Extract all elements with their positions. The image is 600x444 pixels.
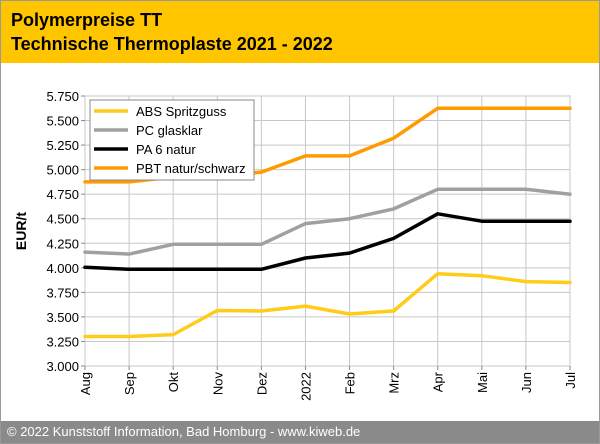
x-tick-label: Apr xyxy=(431,371,446,392)
copyright-text: © 2022 Kunststoff Information, Bad Hombu… xyxy=(7,424,361,439)
series-line xyxy=(83,187,572,256)
x-tick-label: Jul xyxy=(563,372,578,389)
x-tick-label: Okt xyxy=(166,372,181,393)
gridlines xyxy=(84,95,571,367)
legend-label: ABS Spritzguss xyxy=(136,104,227,119)
x-tick-label: Dez xyxy=(254,372,269,395)
x-tick-label: Nov xyxy=(210,372,225,396)
y-tick-label: 5.500 xyxy=(46,114,79,129)
legend-label: PC glasklar xyxy=(136,123,203,138)
header-bar: Polymerpreise TT Technische Thermoplaste… xyxy=(1,1,599,63)
footer-bar: © 2022 Kunststoff Information, Bad Hombu… xyxy=(1,421,599,443)
y-tick-label: 4.250 xyxy=(46,236,79,251)
y-tick-label: 3.500 xyxy=(46,310,79,325)
y-tick-label: 5.000 xyxy=(46,163,79,178)
legend: ABS Spritzguss PC glasklar PA 6 natur PBT n… xyxy=(89,99,255,181)
legend-label: PBT natur/schwarz xyxy=(136,161,246,176)
x-tick-label: Mai xyxy=(475,372,490,393)
y-tick-label: 3.000 xyxy=(46,359,79,374)
y-tick-label: 5.750 xyxy=(46,89,79,104)
legend-label: PA 6 natur xyxy=(136,142,196,157)
y-tick-label: 4.000 xyxy=(46,261,79,276)
y-tick-label: 5.250 xyxy=(46,138,79,153)
chart-title: Polymerpreise TT xyxy=(11,10,163,30)
y-tick-label: 4.750 xyxy=(46,187,79,202)
x-tick-label: Jun xyxy=(519,372,534,393)
x-tick-label: Aug xyxy=(78,372,93,395)
y-tick-label: 3.250 xyxy=(46,334,79,349)
x-tick-label: Sep xyxy=(122,372,137,395)
x-tick-label: Mrz xyxy=(387,372,402,394)
x-tick-label: Feb xyxy=(343,372,358,394)
series-line xyxy=(83,271,572,339)
series-line xyxy=(83,212,572,272)
axes: 3.000 3.250 3.500 3.750 4.000 4.250 4.500 4.750… xyxy=(46,89,578,401)
y-tick-label: 3.750 xyxy=(46,285,79,300)
chart-subtitle: Technische Thermoplaste 2021 - 2022 xyxy=(11,34,333,54)
y-tick-label: 4.500 xyxy=(46,212,79,227)
y-axis-label: EUR/t xyxy=(13,212,29,250)
x-tick-label: 2022 xyxy=(298,372,313,401)
